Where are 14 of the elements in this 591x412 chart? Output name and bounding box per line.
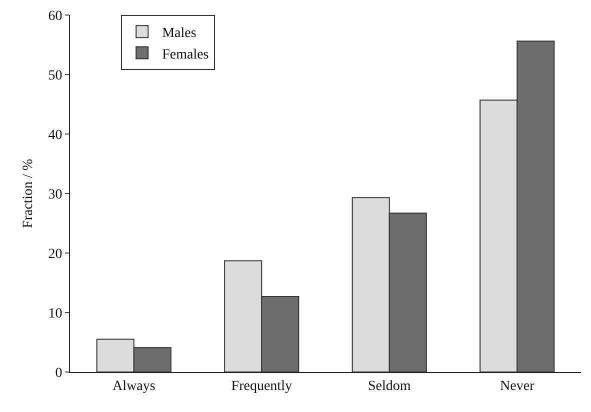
x-tick-label: Never [500,378,535,394]
y-tick-label: 40 [48,128,62,143]
x-tick-label: Frequently [231,378,292,394]
x-tick-label: Always [112,378,156,394]
y-tick-label: 0 [55,366,62,381]
legend-label: Females [162,47,209,62]
x-tick-label: Seldom [368,378,411,394]
y-tick-label: 50 [48,68,62,84]
y-axis-title: Fraction / % [20,158,36,228]
y-tick-label: 60 [48,8,62,24]
y-tick-label: 10 [48,306,62,322]
legend-label: Males [162,26,196,42]
y-tick-label: 20 [48,246,62,262]
y-tick-label: 30 [48,187,62,202]
